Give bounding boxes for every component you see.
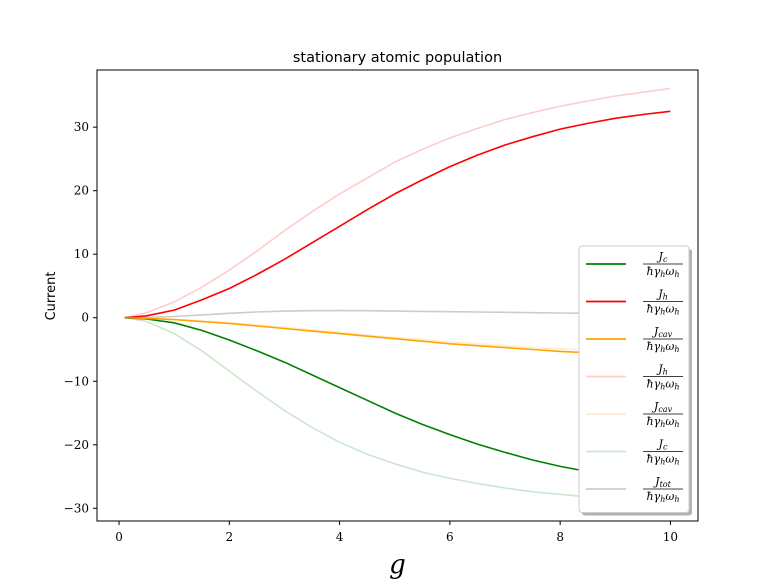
legend-box: [578, 245, 690, 513]
y-tick-label-1: −20: [64, 438, 89, 452]
y-tick-label-6: 30: [74, 120, 89, 134]
x-tick-label-1: 2: [226, 530, 234, 544]
x-tick-label-3: 6: [446, 530, 454, 544]
series-line-1: [124, 110, 671, 319]
y-tick-label-3: 0: [81, 311, 89, 325]
legend-label-denominator-3: ħγhωh: [647, 378, 680, 392]
legend-label-denominator-2: ħγhωh: [647, 340, 680, 354]
legend-label-denominator-1: ħγhωh: [647, 303, 680, 317]
y-tick-label-5: 20: [74, 184, 89, 198]
legend-label-numerator-2: Jcav: [652, 325, 673, 339]
legend-label-numerator-4: Jcav: [652, 400, 673, 414]
y-tick-label-0: −30: [64, 501, 89, 515]
legend-label-numerator-3: Jh: [656, 363, 668, 377]
y-tick-label-2: −10: [64, 374, 89, 388]
chart-title: stationary atomic population: [293, 50, 502, 66]
x-tick-label-2: 4: [336, 530, 344, 544]
series-line-3: [124, 87, 671, 319]
x-tick-label-5: 10: [663, 530, 678, 544]
legend-label-numerator-6: Jtot: [653, 475, 671, 489]
legend-label-numerator-0: Jc: [657, 250, 668, 264]
x-tick-label-4: 8: [556, 530, 564, 544]
legend-label-denominator-0: ħγhωh: [647, 265, 680, 279]
y-tick-label-4: 10: [74, 247, 89, 261]
legend-label-numerator-1: Jh: [656, 288, 668, 302]
legend-label-denominator-4: ħγhωh: [647, 415, 680, 429]
y-axis-ticks: −30 −20 −10 0 10 20 30: [64, 120, 97, 515]
legend-label-denominator-5: ħγhωh: [647, 453, 680, 467]
y-axis-label: Current: [44, 272, 59, 321]
legend: JcħγhωhJhħγhωhJcavħγhωhJhħγhωhJcavħγhωhJ…: [578, 245, 692, 516]
axes-frame: [96, 69, 699, 522]
x-tick-label-0: 0: [115, 530, 123, 544]
x-axis-label: g: [389, 550, 406, 580]
legend-label-denominator-6: ħγhωh: [647, 490, 680, 504]
x-axis-ticks: 0 2 4 6 8 10: [115, 521, 678, 544]
legend-label-numerator-5: Jc: [657, 438, 668, 452]
